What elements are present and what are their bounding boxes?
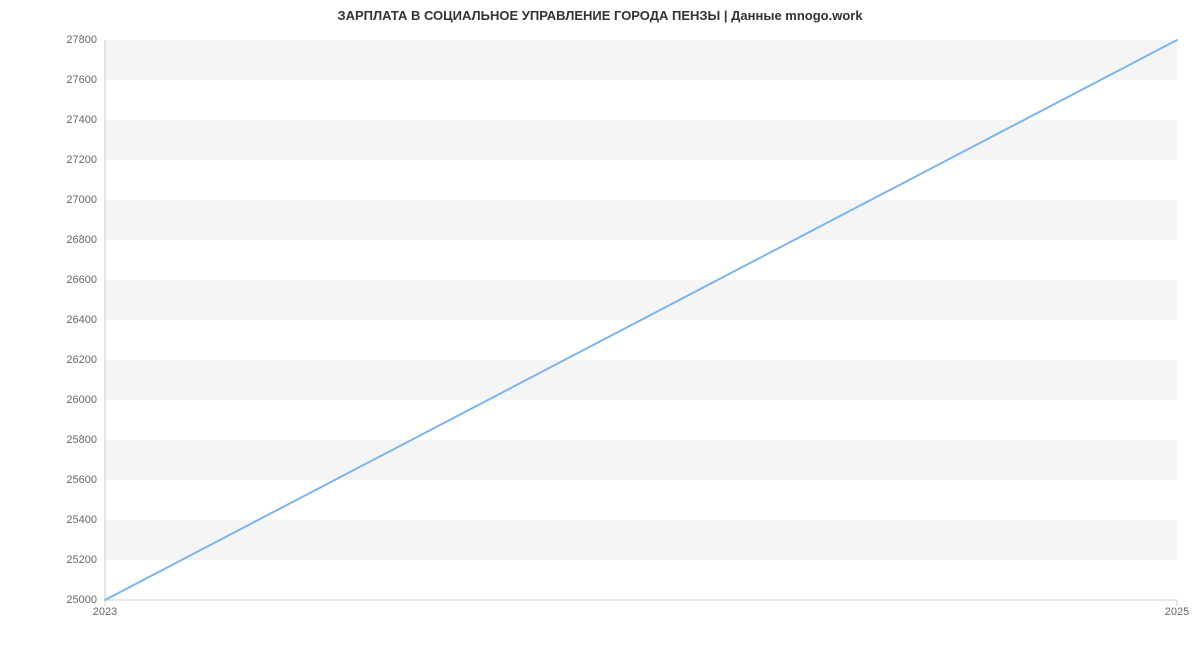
y-tick-label: 26200 (66, 354, 105, 366)
y-tick-label: 27400 (66, 114, 105, 126)
y-tick-label: 25200 (66, 554, 105, 566)
salary-chart: ЗАРПЛАТА В СОЦИАЛЬНОЕ УПРАВЛЕНИЕ ГОРОДА … (0, 0, 1200, 650)
y-tick-label: 25800 (66, 434, 105, 446)
chart-title: ЗАРПЛАТА В СОЦИАЛЬНОЕ УПРАВЛЕНИЕ ГОРОДА … (0, 8, 1200, 23)
x-tick-label: 2023 (93, 600, 117, 618)
y-tick-label: 27600 (66, 74, 105, 86)
y-tick-label: 26000 (66, 394, 105, 406)
plot-area: 2500025200254002560025800260002620026400… (105, 40, 1177, 600)
y-tick-label: 26600 (66, 274, 105, 286)
y-tick-label: 25400 (66, 514, 105, 526)
x-tick-label: 2025 (1165, 600, 1189, 618)
y-tick-label: 27200 (66, 154, 105, 166)
y-tick-label: 26800 (66, 234, 105, 246)
y-tick-label: 26400 (66, 314, 105, 326)
chart-svg (105, 40, 1177, 600)
y-tick-label: 27000 (66, 194, 105, 206)
y-tick-label: 25600 (66, 474, 105, 486)
y-tick-label: 27800 (66, 34, 105, 46)
